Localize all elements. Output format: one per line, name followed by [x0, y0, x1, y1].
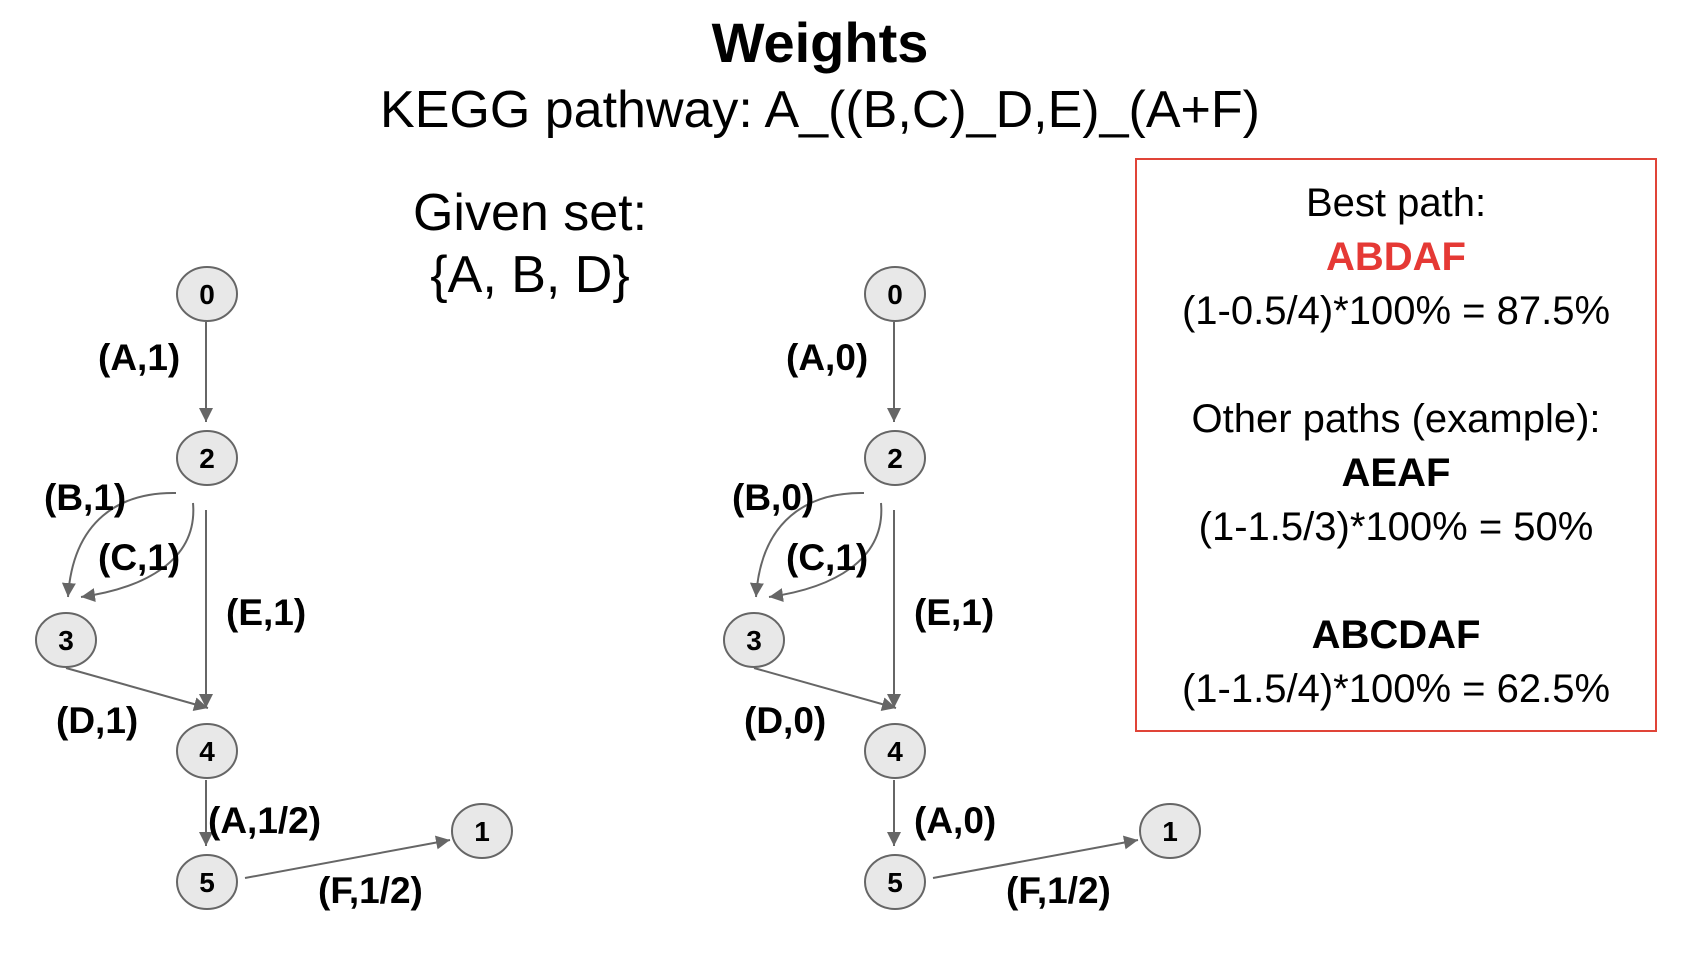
- edge-label-2-3-c: (C,1): [98, 537, 180, 578]
- edge-label-3-4: (D,1): [56, 700, 138, 741]
- edge-label-0-2: (A,0): [786, 337, 868, 378]
- edge-2-3-c: [80, 502, 195, 602]
- node-5: 5: [176, 854, 238, 910]
- best-path-label: Best path:: [1305, 181, 1487, 225]
- edge-label-3-4: (D,0): [744, 700, 826, 741]
- edge-label-4-5: (A,1/2): [208, 800, 321, 841]
- svg-text:4: 4: [887, 736, 903, 767]
- svg-text:2: 2: [199, 443, 215, 474]
- page-subtitle: KEGG pathway: A_((B,C)_D,E)_(A+F): [380, 81, 1260, 139]
- edge-2-3-c: [768, 502, 883, 602]
- graph-left: (A,1) (B,1) (C,1) (E,1) (D,1) (A,1/2) (F…: [35, 266, 513, 911]
- edge-label-2-3-b: (B,1): [44, 477, 126, 518]
- node-3: 3: [35, 612, 97, 668]
- svg-text:2: 2: [887, 443, 903, 474]
- node-1: 1: [451, 803, 513, 859]
- graph-right: (A,0) (B,0) (C,1) (E,1) (D,0) (A,0) (F,1…: [723, 266, 1201, 911]
- svg-text:5: 5: [887, 867, 903, 898]
- other-path-formula: (1-1.5/3)*100% = 50%: [1198, 505, 1594, 549]
- node-0: 0: [864, 266, 926, 322]
- best-path-formula: (1-0.5/4)*100% = 87.5%: [1181, 289, 1611, 333]
- edge-label-0-2: (A,1): [98, 337, 180, 378]
- svg-text:3: 3: [58, 625, 74, 656]
- node-4: 4: [176, 723, 238, 779]
- edge-3-4: [65, 667, 209, 711]
- edge-label-2-4: (E,1): [914, 592, 994, 633]
- edge-label-5-1: (F,1/2): [318, 870, 423, 911]
- given-set-value: {A, B, D}: [430, 246, 630, 304]
- other-path-name: ABCDAF: [1311, 613, 1481, 657]
- node-4: 4: [864, 723, 926, 779]
- edge-5-1: [244, 835, 451, 879]
- node-0: 0: [176, 266, 238, 322]
- svg-text:1: 1: [1162, 816, 1178, 847]
- other-path-formula: (1-1.5/4)*100% = 62.5%: [1181, 667, 1611, 711]
- other-path-name: AEAF: [1341, 451, 1451, 495]
- given-set-label: Given set:: [412, 184, 648, 242]
- svg-text:3: 3: [746, 625, 762, 656]
- svg-text:0: 0: [887, 279, 903, 310]
- edge-2-3-b: [61, 491, 177, 598]
- edge-label-4-5: (A,0): [914, 800, 996, 841]
- node-3: 3: [723, 612, 785, 668]
- given-set: Given set: {A, B, D}: [395, 182, 665, 306]
- node-2: 2: [176, 430, 238, 486]
- edge-label-2-4: (E,1): [226, 592, 306, 633]
- edge-label-2-3-c: (C,1): [786, 537, 868, 578]
- edge-2-3-b: [749, 491, 865, 598]
- edge-label-5-1: (F,1/2): [1006, 870, 1111, 911]
- node-2: 2: [864, 430, 926, 486]
- svg-text:0: 0: [199, 279, 215, 310]
- path-scores-box: Best path: ABDAF (1-0.5/4)*100% = 87.5% …: [1135, 158, 1657, 732]
- edge-3-4: [753, 667, 897, 711]
- edge-5-1: [932, 835, 1139, 879]
- svg-text:1: 1: [474, 816, 490, 847]
- other-paths-label: Other paths (example):: [1191, 397, 1601, 441]
- svg-text:4: 4: [199, 736, 215, 767]
- svg-text:5: 5: [199, 867, 215, 898]
- node-1: 1: [1139, 803, 1201, 859]
- edge-label-2-3-b: (B,0): [732, 477, 814, 518]
- page-title: Weights: [711, 11, 929, 74]
- best-path-value: ABDAF: [1326, 235, 1466, 279]
- node-5: 5: [864, 854, 926, 910]
